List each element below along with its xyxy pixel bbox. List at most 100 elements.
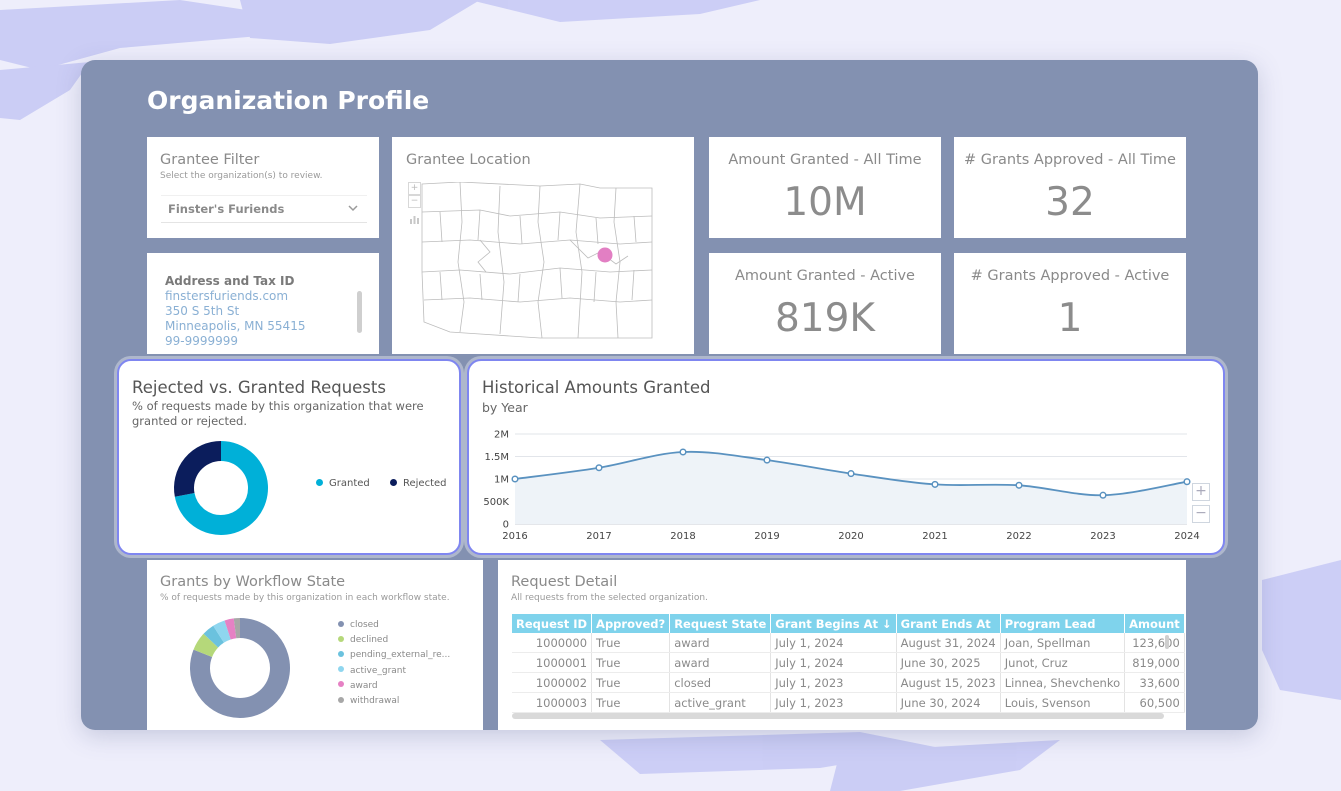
x-tick-label: 2016 [502,531,527,542]
data-point[interactable] [1015,481,1023,489]
table-row[interactable]: 1000003 True active_grant July 1, 2023 J… [512,692,1185,713]
cell-grant-begins: July 1, 2023 [770,692,897,713]
cell-approved: True [591,633,671,653]
grantee-select-value: Finster's Furiends [168,202,285,216]
workflow-legend-item[interactable]: award [338,681,378,691]
map-zoom-in-button[interactable]: + [408,182,421,195]
data-point[interactable] [595,464,603,472]
chart-zoom-out-button[interactable]: − [1192,505,1210,523]
column-header-grant-ends[interactable]: Grant Ends At [896,614,1001,633]
column-header-program-lead[interactable]: Program Lead [1000,614,1126,633]
map-location-marker[interactable] [597,247,613,263]
grantee-filter-subtitle: Select the organization(s) to review. [160,171,323,181]
request-detail-title: Request Detail [511,574,618,590]
data-point[interactable] [847,470,855,478]
address-website-link[interactable]: finstersfuriends.com [165,289,289,303]
column-header-request-state[interactable]: Request State [669,614,772,633]
legend-rejected-swatch [390,478,397,486]
donut-slice-pending-external-re[interactable] [203,625,225,648]
historical-amounts-subtitle: by Year [482,400,528,415]
donut-slice-award[interactable] [224,618,237,640]
x-tick-label: 2019 [754,531,779,542]
y-tick-label: 0 [503,520,509,531]
kpi-amount-active-title: Amount Granted - Active [735,268,915,284]
chevron-down-icon [348,205,358,212]
data-point[interactable] [931,480,939,488]
cell-grant-begins: July 1, 2023 [770,672,897,693]
cell-program-lead: Junot, Cruz [1000,652,1126,673]
data-point[interactable] [763,456,771,464]
cell-grant-begins: July 1, 2024 [770,652,897,673]
legend-granted[interactable]: Granted [316,478,370,489]
workflow-legend-label: pending_external_re... [350,650,451,661]
grantee-select[interactable]: Finster's Furiends [161,195,367,223]
x-tick-label: 2018 [670,531,695,542]
rejected-vs-granted-card: Rejected vs. Granted Requests % of reque… [117,359,461,555]
donut-slice-declined[interactable] [193,633,219,658]
legend-rejected[interactable]: Rejected [390,478,447,489]
table-row[interactable]: 1000002 True closed July 1, 2023 August … [512,672,1185,693]
data-point[interactable] [511,475,519,483]
cell-amount: 819,000 [1124,652,1185,673]
column-header-amount[interactable]: Amount [1124,614,1185,633]
donut-slice-rejected[interactable] [174,441,222,497]
address-scrollbar[interactable] [357,291,362,333]
workflow-legend-swatch [338,681,344,688]
donut-slice-closed[interactable] [190,618,290,718]
y-tick-label: 500K [483,497,509,508]
cell-request-id: 1000002 [512,672,593,693]
workflow-legend-label: closed [350,620,379,630]
bar-chart-icon[interactable] [409,214,420,225]
rejected-vs-granted-subtitle: % of requests made by this organization … [132,399,424,428]
workflow-legend-item[interactable]: closed [338,620,379,630]
column-header-grant-begins[interactable]: Grant Begins At ↓ [770,614,897,633]
workflow-legend-item[interactable]: declined [338,635,388,645]
workflow-legend-swatch [338,635,344,642]
column-header-request-id[interactable]: Request ID [512,614,593,633]
workflow-legend-item[interactable]: pending_external_re... [338,650,450,660]
grantee-location-card: Grantee Location + − [392,137,694,354]
workflow-legend-item[interactable]: withdrawal [338,696,399,706]
data-point[interactable] [1099,491,1107,499]
kpi-grants-all-time-value: 32 [1045,180,1095,225]
donut-slice-active-grant[interactable] [213,620,232,643]
cell-grant-ends: June 30, 2024 [896,692,1001,713]
request-detail-subtitle: All requests from the selected organizat… [511,593,708,603]
kpi-grants-active-title: # Grants Approved - Active [970,268,1170,284]
area-fill [515,451,1187,524]
workflow-legend-label: active_grant [350,665,407,676]
map-zoom-out-button[interactable]: − [408,195,421,208]
request-detail-card: Request Detail All requests from the sel… [498,560,1186,730]
rejected-vs-granted-title: Rejected vs. Granted Requests [132,378,386,397]
address-street: 350 S 5th St [165,304,240,318]
page-title: Organization Profile [147,86,430,115]
minnesota-county-map[interactable] [420,182,656,340]
table-vertical-scrollbar[interactable] [1165,635,1169,649]
kpi-grants-active-value: 1 [1057,296,1083,341]
table-row[interactable]: 1000001 True award July 1, 2024 June 30,… [512,652,1185,673]
workflow-legend-item[interactable]: active_grant [338,666,406,676]
sort-descending-icon[interactable]: ↓ [882,616,892,631]
workflow-legend-swatch [338,650,344,657]
data-point[interactable] [679,448,687,456]
historical-amounts-title: Historical Amounts Granted [482,378,711,397]
donut-slice-granted[interactable] [174,441,268,535]
workflow-legend-label: withdrawal [350,696,400,706]
chart-zoom-in-button[interactable]: + [1192,483,1210,501]
workflow-legend-swatch [338,666,344,673]
table-horizontal-scrollbar[interactable] [512,713,1164,719]
table-row[interactable]: 1000000 True award July 1, 2024 August 3… [512,633,1185,653]
address-title: Address and Tax ID [165,274,295,288]
cell-grant-ends: August 15, 2023 [896,672,1001,693]
workflow-donut-chart[interactable] [185,613,295,723]
x-tick-label: 2021 [922,531,947,542]
legend-granted-label: Granted [329,478,370,489]
address-tax-id: 99-9999999 [165,334,239,348]
historical-line-chart[interactable]: 0 500K 1M 1.5M 2M 2016 2017 2018 2019 2020 2021 202… [469,361,1223,553]
data-point[interactable] [1183,478,1191,486]
cell-grant-begins: July 1, 2024 [770,633,897,653]
workflow-legend-label: award [350,680,378,691]
column-header-approved[interactable]: Approved? [591,614,671,633]
granted-rejected-donut-chart[interactable] [171,438,271,538]
